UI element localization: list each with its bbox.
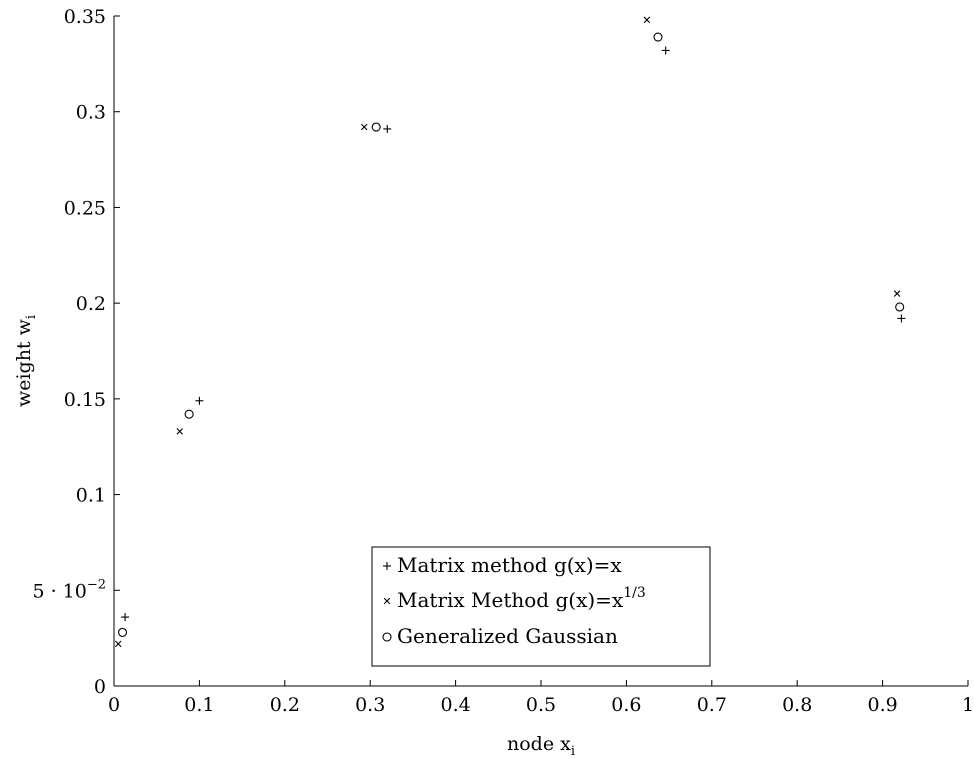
x-tick-label: 1: [962, 694, 974, 716]
x-tick-label: 0.2: [270, 694, 300, 716]
data-point-plus: [661, 46, 670, 55]
y-tick-label: 0.15: [64, 389, 106, 411]
y-tick-label: 5 · 10−2: [32, 577, 106, 602]
y-tick-label: 0: [94, 676, 106, 698]
data-point-circle: [371, 122, 381, 132]
x-tick-label: 0: [108, 694, 120, 716]
y-tick-label: 0.35: [64, 6, 106, 28]
series-circle: [117, 32, 905, 637]
legend: Matrix method g(x)=x Matrix Method g(x)=x…: [371, 546, 711, 667]
x-tick-label: 0.4: [440, 694, 470, 716]
data-point-circle: [117, 627, 128, 637]
x-tick-label: 0.8: [782, 694, 812, 716]
data-point-cross: [115, 640, 122, 648]
series-plus: [121, 46, 906, 622]
y-tick-label: 0.1: [76, 485, 106, 507]
legend-marker-cross: [383, 597, 391, 605]
x-axis-label: node xi: [507, 733, 575, 759]
data-point-plus: [121, 613, 130, 622]
legend-marker-plus: [383, 562, 391, 570]
data-point-plus: [897, 314, 906, 323]
x-tick-label: 0.3: [355, 694, 385, 716]
series-cross: [115, 16, 901, 648]
y-tick-label: 0.3: [76, 102, 106, 124]
y-tick-label: 0.25: [64, 197, 106, 219]
legend-item: Generalized Gaussian: [382, 624, 618, 648]
data-point-cross: [643, 16, 651, 24]
legend-item: Matrix method g(x)=x: [383, 553, 622, 577]
data-point-plus: [195, 396, 204, 405]
legend-label: Matrix Method g(x)=x1/3: [397, 585, 646, 612]
legend-label: Generalized Gaussian: [397, 624, 618, 648]
data-point-circle: [653, 32, 663, 42]
data-point-cross: [176, 428, 184, 435]
x-tick-label: 0.6: [611, 694, 641, 716]
data-point-cross: [893, 290, 901, 297]
y-tick-label: 0.2: [76, 293, 106, 315]
legend-box: [371, 546, 711, 667]
data-point-circle: [895, 302, 905, 312]
data-point-plus: [383, 124, 392, 133]
data-marks: [115, 16, 906, 648]
legend-marker-circle: [382, 632, 392, 642]
legend-label: Matrix method g(x)=x: [397, 553, 622, 577]
x-tick-label: 0.5: [526, 694, 556, 716]
data-point-cross: [360, 123, 368, 131]
legend-item: Matrix Method g(x)=x1/3: [383, 585, 646, 612]
data-point-circle: [184, 409, 194, 419]
x-tick-label: 0.7: [697, 694, 727, 716]
x-axis-ticks: 0 0.1 0.2 0.3 0.4 0.5 0.6 0.7 0.8 0.9 1: [108, 680, 974, 716]
x-tick-label: 0.9: [867, 694, 897, 716]
y-axis-label: weight wi: [13, 315, 39, 407]
y-axis-ticks: 0 5 · 10−2 0.1 0.15 0.2 0.25 0.3 0.35: [32, 6, 120, 698]
x-tick-label: 0.1: [184, 694, 214, 716]
